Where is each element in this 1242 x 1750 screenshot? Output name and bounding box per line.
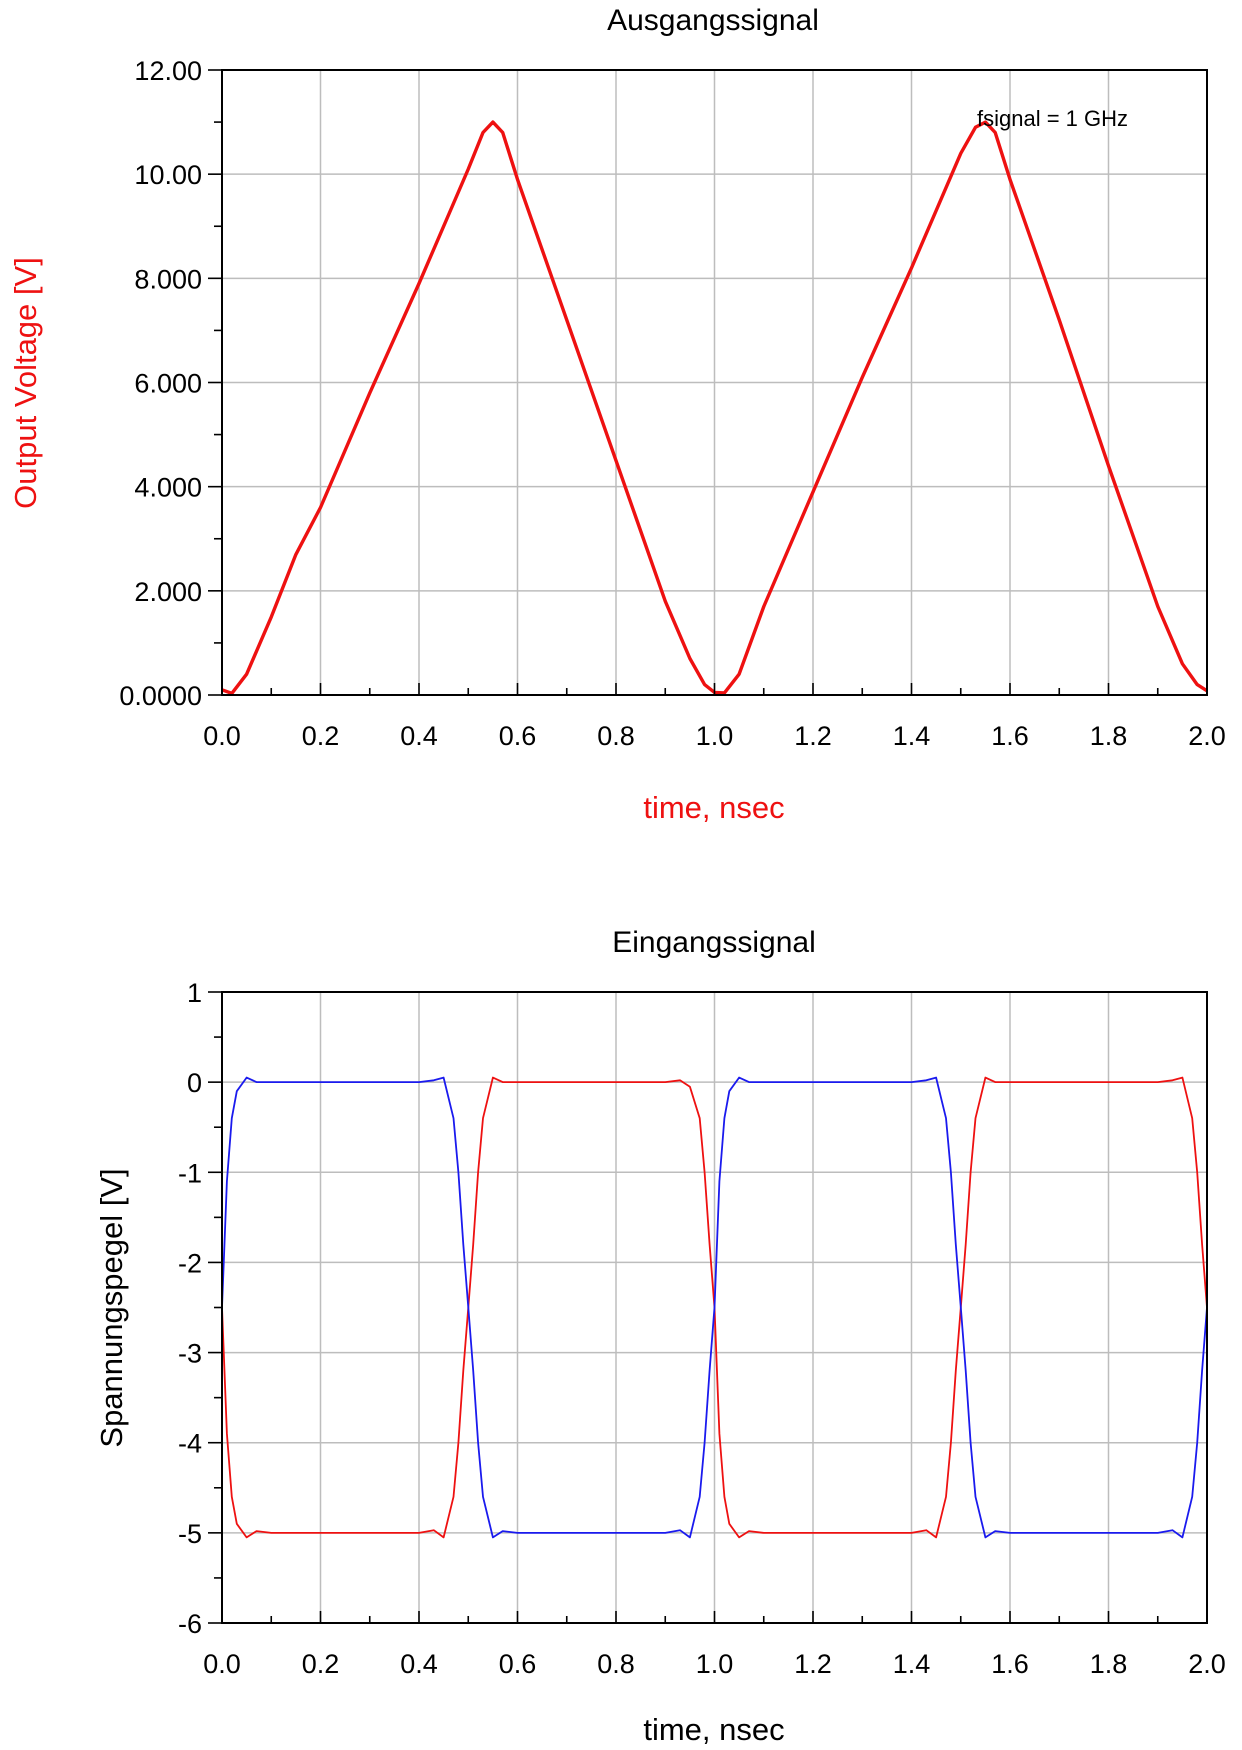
input-chart-ytick-label: -5 <box>178 1519 202 1549</box>
output-chart-xtick-label: 0.4 <box>400 721 438 751</box>
input-chart-ytick-label: -2 <box>178 1248 202 1278</box>
input-chart-ylabel: Spannungspegel [V] <box>94 1168 129 1447</box>
input-chart-ytick-label: -4 <box>178 1429 202 1459</box>
output-chart-xtick-label: 1.2 <box>794 721 832 751</box>
output-chart-ytick-label: 0.0000 <box>119 681 202 711</box>
input-chart-xtick-label: 2.0 <box>1188 1649 1226 1679</box>
output-chart-series-line-1 <box>221 120 1208 696</box>
output-chart-ytick-label: 8.000 <box>134 264 202 294</box>
output-chart-xtick-label: 1.0 <box>696 721 734 751</box>
input-chart-xtick-label: 0.0 <box>203 1649 241 1679</box>
output-chart-xlabel: time, nsec <box>643 790 784 825</box>
output-chart-xtick-label: 0.2 <box>302 721 340 751</box>
input-chart-ytick-label: 0 <box>187 1068 202 1098</box>
input-chart-ytick-label: 1 <box>187 978 202 1008</box>
input-chart-xtick-label: 1.0 <box>696 1649 734 1679</box>
output-chart-ylabel: Output Voltage [V] <box>8 257 43 509</box>
output-chart-ytick-label: 4.000 <box>134 473 202 503</box>
output-chart-ytick-label: 2.000 <box>134 577 202 607</box>
input-chart-ytick-label: -1 <box>178 1158 202 1188</box>
output-chart: Ausgangssignal 0.0 0.2 0.4 0.6 0.8 1.0 1.2 1.4 1… <box>8 4 1226 825</box>
output-chart-xtick-label: 0.0 <box>203 721 241 751</box>
input-chart-xtick-label: 0.4 <box>400 1649 438 1679</box>
output-chart-annotation: fsignal = 1 GHz <box>977 106 1128 131</box>
input-chart-title: Eingangssignal <box>612 926 815 959</box>
input-chart-xtick-label: 1.8 <box>1090 1649 1128 1679</box>
input-chart-xtick-label: 0.8 <box>597 1649 635 1679</box>
output-chart-ytick-label: 10.00 <box>134 160 202 190</box>
input-chart-ytick-label: -6 <box>178 1609 202 1639</box>
output-chart-xtick-label: 1.6 <box>991 721 1029 751</box>
input-chart-xtick-label: 1.2 <box>794 1649 832 1679</box>
input-chart-xtick-label: 1.4 <box>893 1649 931 1679</box>
output-chart-xtick-label: 0.6 <box>499 721 537 751</box>
output-chart-ytick-label: 6.000 <box>134 369 202 399</box>
output-chart-ytick-label: 12.00 <box>134 56 202 86</box>
output-chart-title: Ausgangssignal <box>607 4 819 37</box>
input-chart-xlabel: time, nsec <box>643 1712 784 1747</box>
input-chart-xtick-label: 1.6 <box>991 1649 1029 1679</box>
output-chart-xtick-label: 0.8 <box>597 721 635 751</box>
input-chart-xtick-label: 0.6 <box>499 1649 537 1679</box>
input-chart-xtick-label: 0.2 <box>302 1649 340 1679</box>
input-chart-ytick-label: -3 <box>178 1339 202 1369</box>
input-chart-series-line-2 <box>221 1076 1208 1539</box>
output-chart-xtick-label: 2.0 <box>1188 721 1226 751</box>
input-chart: Eingangssignal 0.0 0.2 0.4 0.6 0.8 1.0 1.2 1.4 1… <box>94 926 1226 1747</box>
output-chart-xtick-label: 1.8 <box>1090 721 1128 751</box>
output-chart-xtick-label: 1.4 <box>893 721 931 751</box>
